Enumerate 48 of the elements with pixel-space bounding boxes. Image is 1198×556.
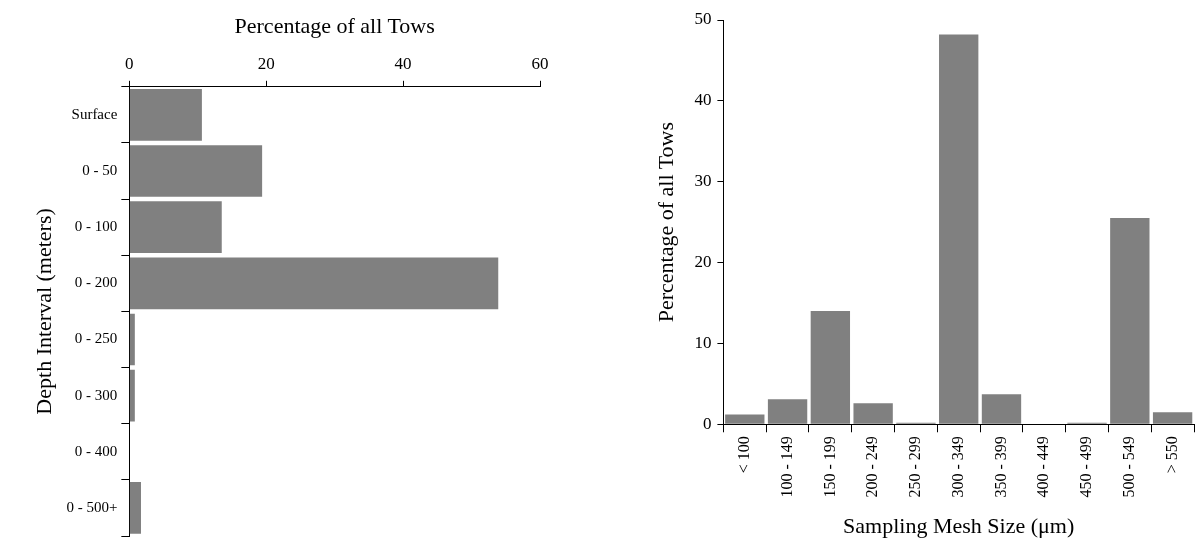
x-tick-label: > 550 — [1162, 436, 1180, 474]
bar — [129, 201, 222, 253]
bar — [767, 399, 808, 424]
x-tick-label: 250 - 299 — [906, 436, 924, 498]
bar — [129, 313, 135, 366]
x-axis-title: Sampling Mesh Size (μm) — [843, 512, 1075, 538]
bar — [725, 414, 765, 424]
y-tick-label: 0 - 250 — [74, 330, 118, 347]
x-tick-label: 40 — [394, 54, 412, 74]
x-tick-label: 450 - 499 — [1077, 436, 1095, 498]
x-tick-label: 400 - 449 — [1034, 436, 1052, 498]
x-tick-label: 300 - 349 — [948, 436, 966, 498]
x-tick-label: 150 - 199 — [820, 436, 838, 498]
bar — [1110, 218, 1150, 424]
bar — [981, 394, 1022, 424]
bar — [810, 311, 851, 424]
y-tick-label: 0 - 300 — [74, 386, 118, 403]
bar — [939, 34, 979, 424]
x-tick-label: 100 - 149 — [777, 436, 795, 498]
y-tick-label: 30 — [694, 171, 712, 191]
y-tick-label: 0 - 200 — [74, 274, 118, 291]
bar — [853, 403, 893, 424]
bar — [129, 145, 263, 197]
x-tick-label: 500 - 549 — [1120, 436, 1138, 498]
bar — [129, 369, 135, 422]
y-tick-label: 0 — [702, 413, 712, 433]
x-tick-label: 0 — [125, 54, 134, 74]
y-tick-label: 0 - 500+ — [66, 498, 118, 515]
bar — [129, 257, 499, 310]
bar — [129, 482, 141, 534]
y-axis-title: Depth Interval (meters) — [30, 208, 56, 415]
y-tick-label: Surface — [71, 105, 118, 122]
x-tick-label: < 100 — [734, 436, 752, 474]
y-axis-title: Percentage of all Tows — [652, 122, 678, 323]
y-tick-label: 20 — [694, 252, 712, 272]
y-tick-label: 50 — [694, 9, 712, 29]
y-tick-label: 0 - 400 — [74, 442, 118, 459]
y-tick-label: 0 - 50 — [82, 161, 118, 178]
x-tick-label: 60 — [531, 54, 549, 74]
x-tick-label: 350 - 399 — [991, 436, 1009, 498]
bar — [1152, 412, 1193, 424]
y-tick-label: 10 — [694, 332, 712, 352]
x-axis-title: Percentage of all Tows — [234, 12, 435, 38]
x-tick-label: 200 - 249 — [863, 436, 881, 498]
y-tick-label: 40 — [694, 90, 712, 110]
x-tick-label: 20 — [257, 54, 275, 74]
bar — [129, 89, 202, 141]
y-tick-label: 0 - 100 — [74, 218, 118, 235]
